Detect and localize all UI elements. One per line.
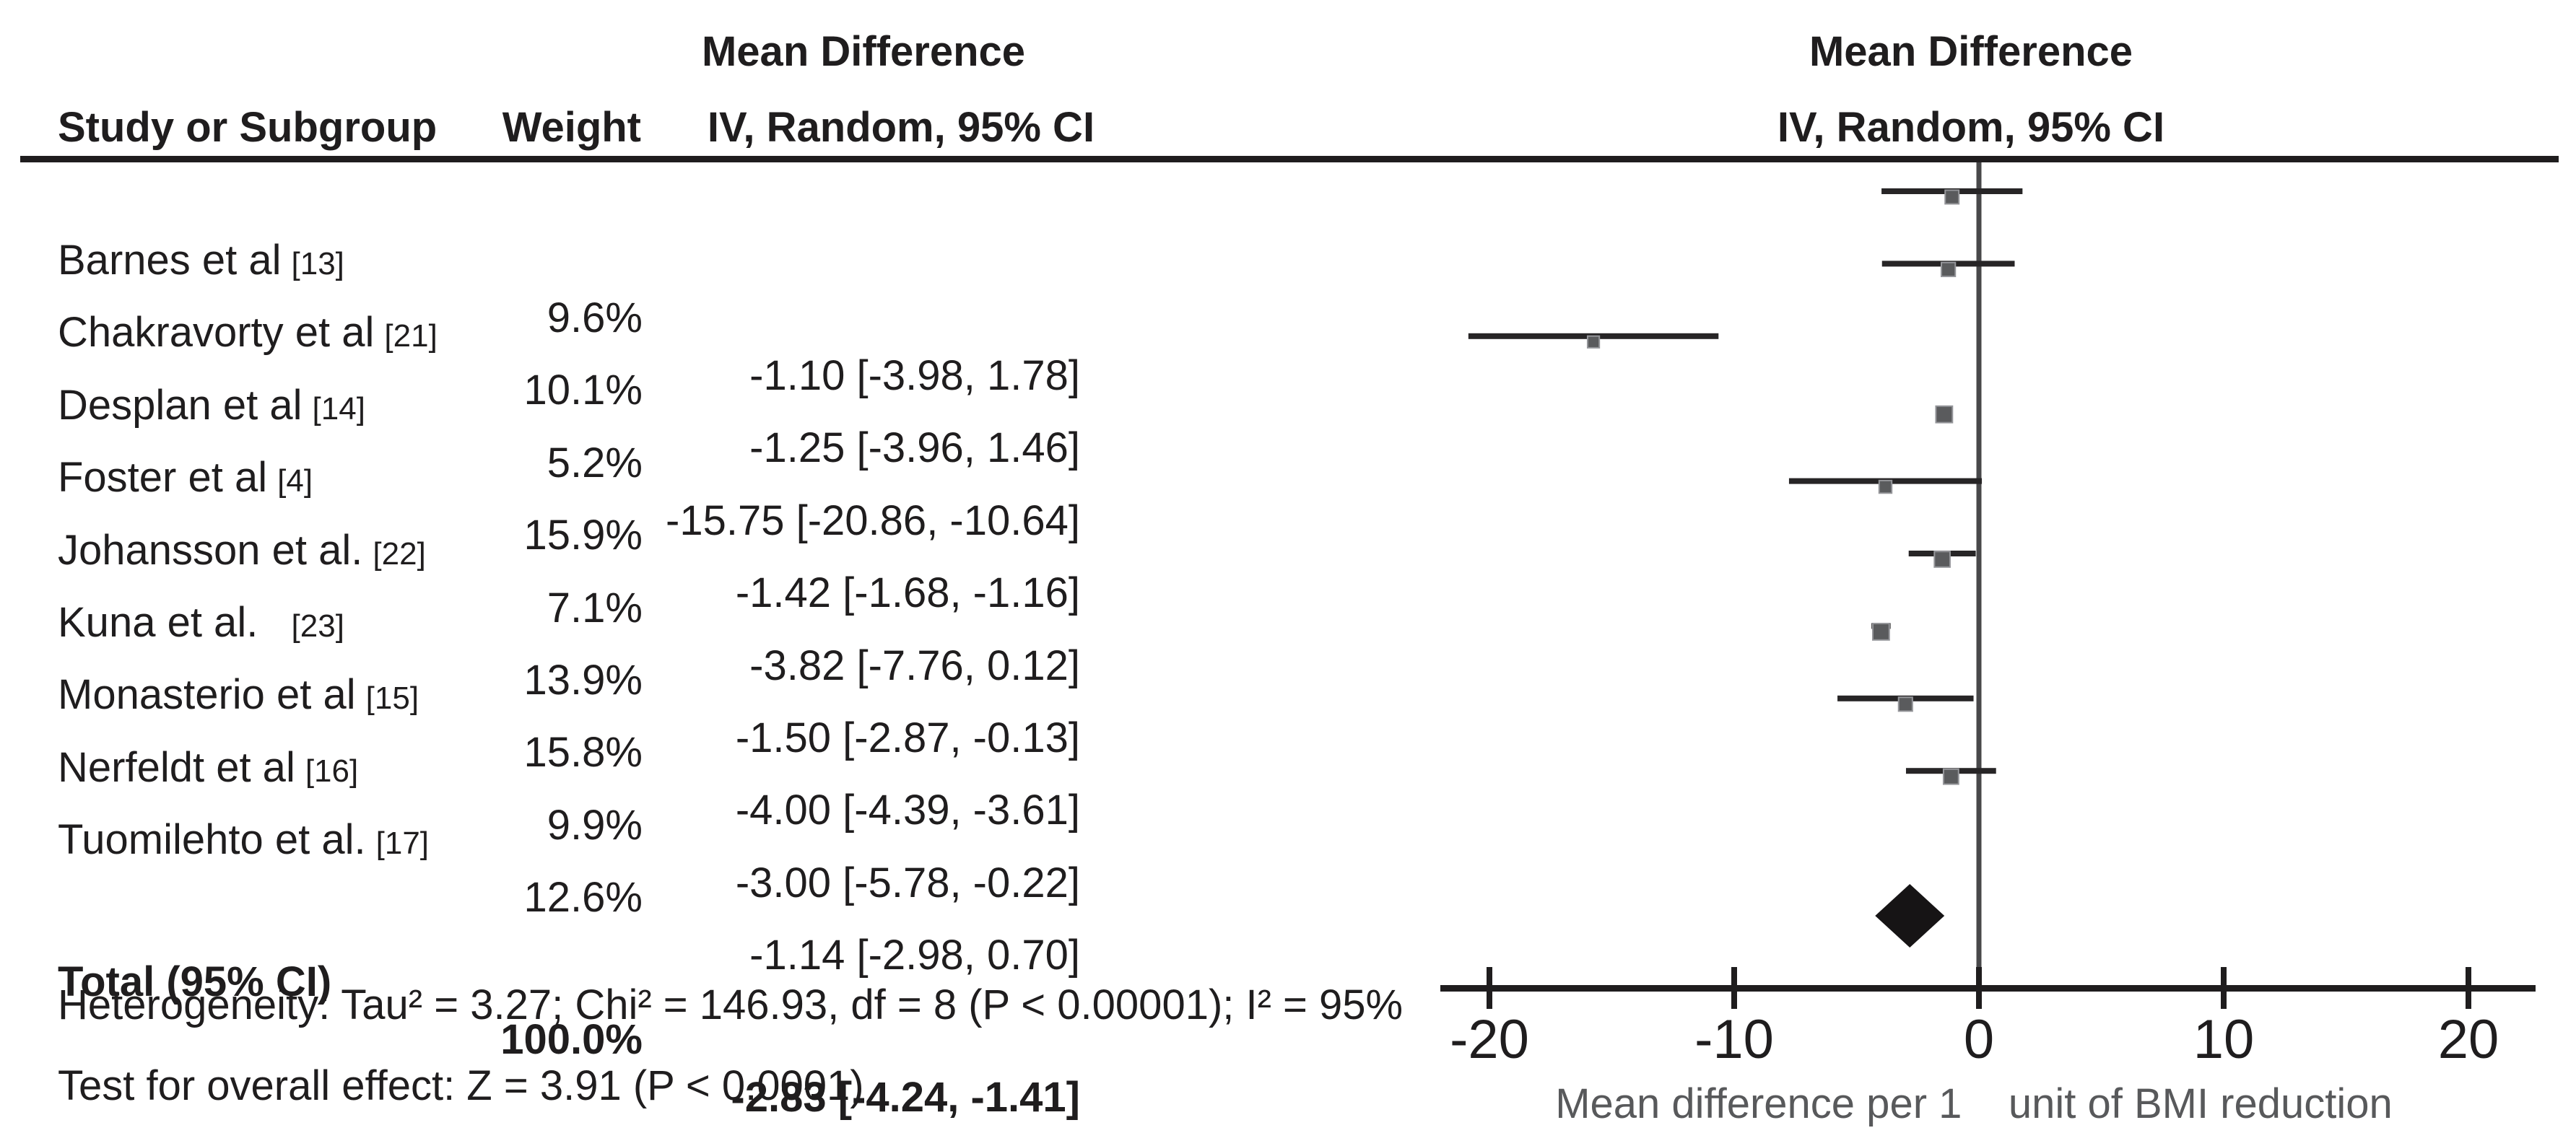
study-row: Chakravorty et al [21] 10.1% -1.25 [-3.96… — [0, 246, 1155, 471]
study-weight: 7.1% — [547, 585, 643, 631]
axis-tick — [2221, 967, 2227, 1009]
study-ci-text: -1.25 [-3.96, 1.46] — [749, 424, 1080, 471]
study-ref: [21] — [384, 318, 438, 354]
study-ref: [4] — [277, 463, 313, 499]
study-label: Barnes et al — [58, 237, 282, 284]
study-ref: [15] — [365, 681, 419, 716]
header-weight: Weight — [502, 104, 641, 151]
study-weight: 9.9% — [547, 802, 643, 849]
study-row: Foster et al [4] 15.9% -1.42 [-1.68, -1.1… — [0, 391, 1155, 616]
study-ci-text: -15.75 [-20.86, -10.64] — [666, 497, 1080, 544]
study-row: Tuomilehto et al. [17] 12.6% -1.14 [-2.98… — [0, 753, 1155, 979]
study-label: Desplan et al — [58, 382, 303, 429]
header-study: Study or Subgroup — [58, 104, 438, 151]
study-weight: 10.1% — [523, 367, 643, 414]
overall-effect-note: Test for overall effect: Z = 3.91 (P < 0… — [58, 1062, 864, 1109]
total-label: Total (95% CI) — [58, 958, 332, 1005]
zero-line — [1976, 162, 1982, 989]
study-ci-text: -3.82 [-7.76, 0.12] — [749, 642, 1080, 689]
study-label: Foster et al — [58, 454, 268, 501]
study-ref: [22] — [373, 536, 426, 572]
study-ref: [17] — [375, 826, 430, 861]
header-effect-left: Mean Difference — [701, 28, 1026, 75]
study-row: Desplan et al [14] 5.2% -15.75 [-20.86, -… — [0, 319, 1155, 544]
study-ci-text: -4.00 [-4.39, -3.61] — [735, 787, 1080, 834]
study-label: Monasterio et al — [58, 671, 356, 718]
effect-square — [1933, 551, 1951, 568]
axis-tick — [1731, 967, 1737, 1009]
axis-line — [1440, 985, 2536, 992]
study-ci-text: -1.42 [-1.68, -1.16] — [735, 569, 1080, 616]
study-ci-text: -1.14 [-2.98, 0.70] — [749, 932, 1080, 979]
study-ref: [13] — [291, 246, 344, 281]
effect-square — [1944, 189, 1960, 205]
study-weight: 15.8% — [523, 729, 643, 776]
axis-tick — [1976, 967, 1982, 1009]
effect-square — [1942, 768, 1959, 785]
summary-diamond — [1875, 884, 1945, 948]
total-ci-text: -2.83 [-4.24, -1.41] — [731, 1074, 1080, 1121]
study-weight: 13.9% — [523, 657, 643, 704]
axis-tick — [1487, 967, 1492, 1009]
study-label: Nerfeldt et al — [58, 744, 295, 791]
header-effect-right: Mean Difference — [1809, 28, 2133, 75]
axis-tick-label: 20 — [2438, 1009, 2499, 1070]
study-label: Tuomilehto et al. — [58, 816, 366, 863]
study-label: Chakravorty et al — [58, 309, 375, 356]
study-weight: 5.2% — [547, 439, 643, 486]
study-ref: [23] — [291, 608, 344, 644]
axis-tick-label: 10 — [2193, 1009, 2255, 1070]
study-ci-text: -3.00 [-5.78, -0.22] — [735, 859, 1080, 906]
axis-tick-label: -10 — [1694, 1009, 1774, 1070]
effect-square — [1940, 261, 1957, 278]
study-weight: 9.6% — [547, 294, 643, 341]
header-method-left: IV, Random, 95% CI — [707, 104, 1095, 151]
heterogeneity-note: Heterogeneity: Tau² = 3.27; Chi² = 146.9… — [58, 981, 1404, 1028]
effect-square — [1935, 405, 1954, 424]
study-label: Johansson et al. — [58, 527, 363, 574]
effect-square — [1878, 479, 1893, 494]
study-row: Nerfeldt et al [16] 9.9% -3.00 [-5.78, -0… — [0, 681, 1155, 906]
total-row: Total (95% CI) 100.0% -2.83 [-4.24, -1.4… — [0, 896, 1155, 1121]
study-row: Kuna et al. [23] 13.9% -1.50 [-2.87, -0.… — [0, 536, 1155, 761]
effect-square — [1586, 335, 1601, 349]
header-method-right: IV, Random, 95% CI — [1777, 104, 2165, 151]
study-weight: 15.9% — [523, 512, 643, 559]
total-weight: 100.0% — [500, 1016, 643, 1063]
axis-tick — [2466, 967, 2471, 1009]
study-label: Kuna et al. — [58, 599, 282, 646]
axis-tick-label: 0 — [1964, 1009, 1994, 1070]
study-row: Monasterio et al [15] 15.8% -4.00 [-4.39,… — [0, 608, 1155, 834]
study-ci-text: -1.10 [-3.98, 1.78] — [749, 352, 1080, 399]
header-rule — [20, 156, 2559, 162]
study-ref: [14] — [312, 391, 365, 427]
study-row: Barnes et al [13] 9.6% -1.10 [-3.98, 1.78… — [0, 174, 1155, 399]
study-weight: 12.6% — [523, 874, 643, 921]
axis-caption: Mean difference per 1 unit of BMI reduct… — [1555, 1080, 2393, 1127]
axis-tick-label: -20 — [1450, 1009, 1529, 1070]
study-row: Johansson et al. [22] 7.1% -3.82 [-7.76, … — [0, 464, 1155, 689]
study-ci-text: -1.50 [-2.87, -0.13] — [735, 714, 1080, 761]
effect-square — [1872, 623, 1890, 641]
effect-square — [1897, 696, 1913, 712]
study-ref: [16] — [305, 753, 359, 789]
